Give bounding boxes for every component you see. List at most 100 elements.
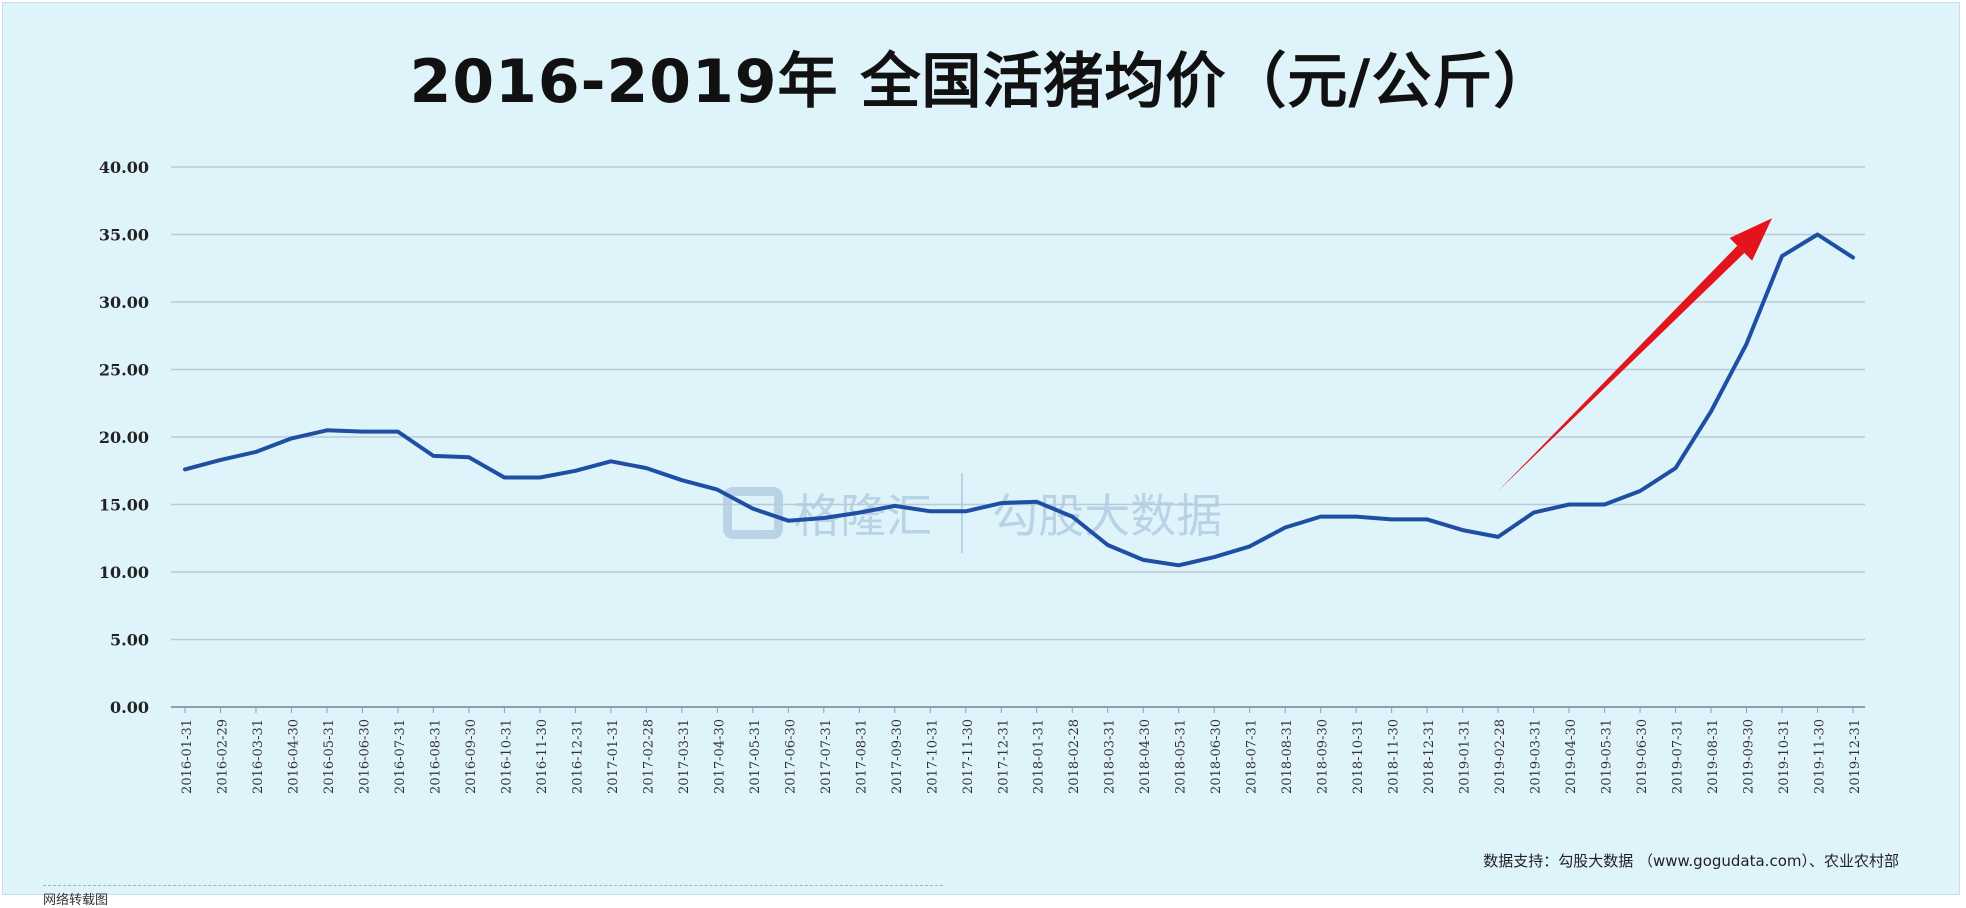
x-tick-label: 2018-05-31 (1174, 719, 1189, 794)
data-point (1106, 543, 1110, 547)
annotation-arrow-head (1729, 218, 1772, 261)
data-point (1567, 502, 1571, 507)
watermark-logo-icon (723, 487, 783, 539)
x-tick-label: 2017-07-31 (819, 719, 834, 794)
x-tick-label: 2017-10-31 (925, 719, 940, 794)
data-point (183, 467, 187, 471)
data-point (893, 504, 897, 508)
data-point (360, 430, 365, 434)
watermark-brand2: 勾股大数据 (992, 489, 1223, 543)
x-tick-label: 2019-03-31 (1529, 719, 1544, 794)
data-point (1815, 232, 1820, 237)
x-tick-label: 2018-08-31 (1280, 719, 1295, 794)
x-tick-label: 2016-10-31 (499, 719, 514, 794)
x-tick-label: 2016-04-30 (286, 719, 301, 794)
bottom-divider (43, 885, 943, 886)
data-point (1780, 254, 1784, 258)
x-tick-label: 2018-03-31 (1103, 719, 1118, 794)
x-tick-label: 2018-06-30 (1209, 719, 1224, 794)
x-tick-label: 2019-11-30 (1813, 719, 1828, 794)
data-point (1141, 558, 1145, 562)
annotation-arrow-shaft (1498, 245, 1745, 491)
watermark: 格隆汇 勾股大数据 (723, 473, 1222, 553)
data-point (715, 488, 719, 492)
data-point (928, 509, 932, 513)
data-point (1390, 517, 1394, 521)
data-point (325, 428, 329, 432)
y-tick-label: 30.00 (99, 293, 149, 312)
data-point (1638, 489, 1642, 493)
data-point (1283, 525, 1287, 530)
data-point (822, 516, 826, 520)
data-point (1531, 511, 1536, 515)
x-tick-label: 2018-02-28 (1067, 719, 1082, 794)
data-point (1461, 528, 1465, 532)
x-tick-label: 2017-03-31 (677, 719, 692, 794)
x-tick-label: 2019-09-30 (1742, 719, 1757, 794)
data-point (1496, 535, 1500, 539)
data-point (1070, 515, 1074, 519)
x-tick-label: 2016-05-31 (322, 719, 337, 794)
chart-title: 2016-2019年 全国活猪均价（元/公斤） (409, 47, 1555, 117)
data-point (751, 506, 755, 511)
data-point (1319, 515, 1323, 519)
line-chart: 0.00 5.00 10.00 15.00 20.00 25.00 30.00 35.00 40… (99, 158, 1865, 794)
x-tick-label: 2019-10-31 (1777, 719, 1792, 794)
y-tick-label: 5.00 (110, 631, 149, 650)
x-tick-label: 2019-07-31 (1671, 719, 1686, 794)
data-point (254, 450, 258, 454)
data-point (431, 454, 436, 458)
x-tick-label: 2018-12-31 (1422, 719, 1437, 794)
x-tick-label: 2016-02-29 (215, 719, 230, 794)
bottom-label: 网络转载图 (43, 893, 109, 908)
x-tick-label: 2019-01-31 (1458, 719, 1473, 794)
x-tick-label: 2016-06-30 (357, 719, 372, 794)
x-tick-label: 2017-12-31 (996, 719, 1011, 794)
data-point (289, 436, 294, 440)
chart-source: 数据支持：勾股大数据 （www.gogudata.com）、农业农村部 (1483, 852, 1899, 870)
y-tick-label: 25.00 (99, 361, 149, 380)
y-tick-label: 10.00 (99, 563, 149, 582)
data-point (964, 509, 968, 513)
y-tick-label: 40.00 (99, 158, 149, 177)
x-tick-label: 2018-01-31 (1032, 719, 1047, 794)
x-tick-label: 2018-11-30 (1387, 719, 1402, 794)
y-tick-label: 35.00 (99, 226, 149, 245)
data-point (609, 459, 613, 463)
x-tick-label: 2019-06-30 (1635, 719, 1650, 794)
data-point (644, 466, 648, 470)
x-tick-label: 2018-10-31 (1351, 719, 1366, 794)
x-tick-label: 2019-05-31 (1600, 719, 1615, 794)
x-tick-label: 2017-04-30 (712, 719, 727, 794)
x-tick-label: 2017-11-30 (961, 719, 976, 794)
x-tick-label: 2018-04-30 (1138, 719, 1153, 794)
y-tick-label: 20.00 (99, 428, 149, 447)
x-tick-label: 2018-07-31 (1245, 719, 1260, 794)
x-tick-label: 2017-08-31 (854, 719, 869, 794)
series-line (183, 232, 1855, 568)
x-tick-label: 2018-09-30 (1316, 719, 1331, 794)
x-tick-label: 2016-01-31 (180, 719, 195, 794)
data-point (538, 475, 542, 480)
data-point (1673, 466, 1678, 470)
data-point (1602, 502, 1607, 507)
data-point (1709, 409, 1713, 413)
data-point (218, 458, 223, 462)
watermark-brand: 格隆汇 (794, 489, 933, 543)
data-point (680, 478, 684, 482)
data-point (999, 501, 1003, 505)
data-point (1851, 255, 1855, 260)
data-point (1354, 515, 1358, 519)
data-point (1248, 544, 1252, 548)
x-tick-label: 2019-12-31 (1848, 719, 1863, 794)
x-tick-label: 2017-02-28 (641, 719, 656, 794)
y-tick-label: 15.00 (99, 496, 149, 515)
x-tick-label: 2019-04-30 (1564, 719, 1579, 794)
y-tick-label: 0.00 (110, 698, 149, 717)
x-tick-label: 2017-06-30 (783, 719, 798, 794)
data-point (396, 430, 400, 434)
data-point (573, 469, 577, 473)
data-point (1212, 555, 1216, 559)
data-point (1035, 500, 1039, 504)
